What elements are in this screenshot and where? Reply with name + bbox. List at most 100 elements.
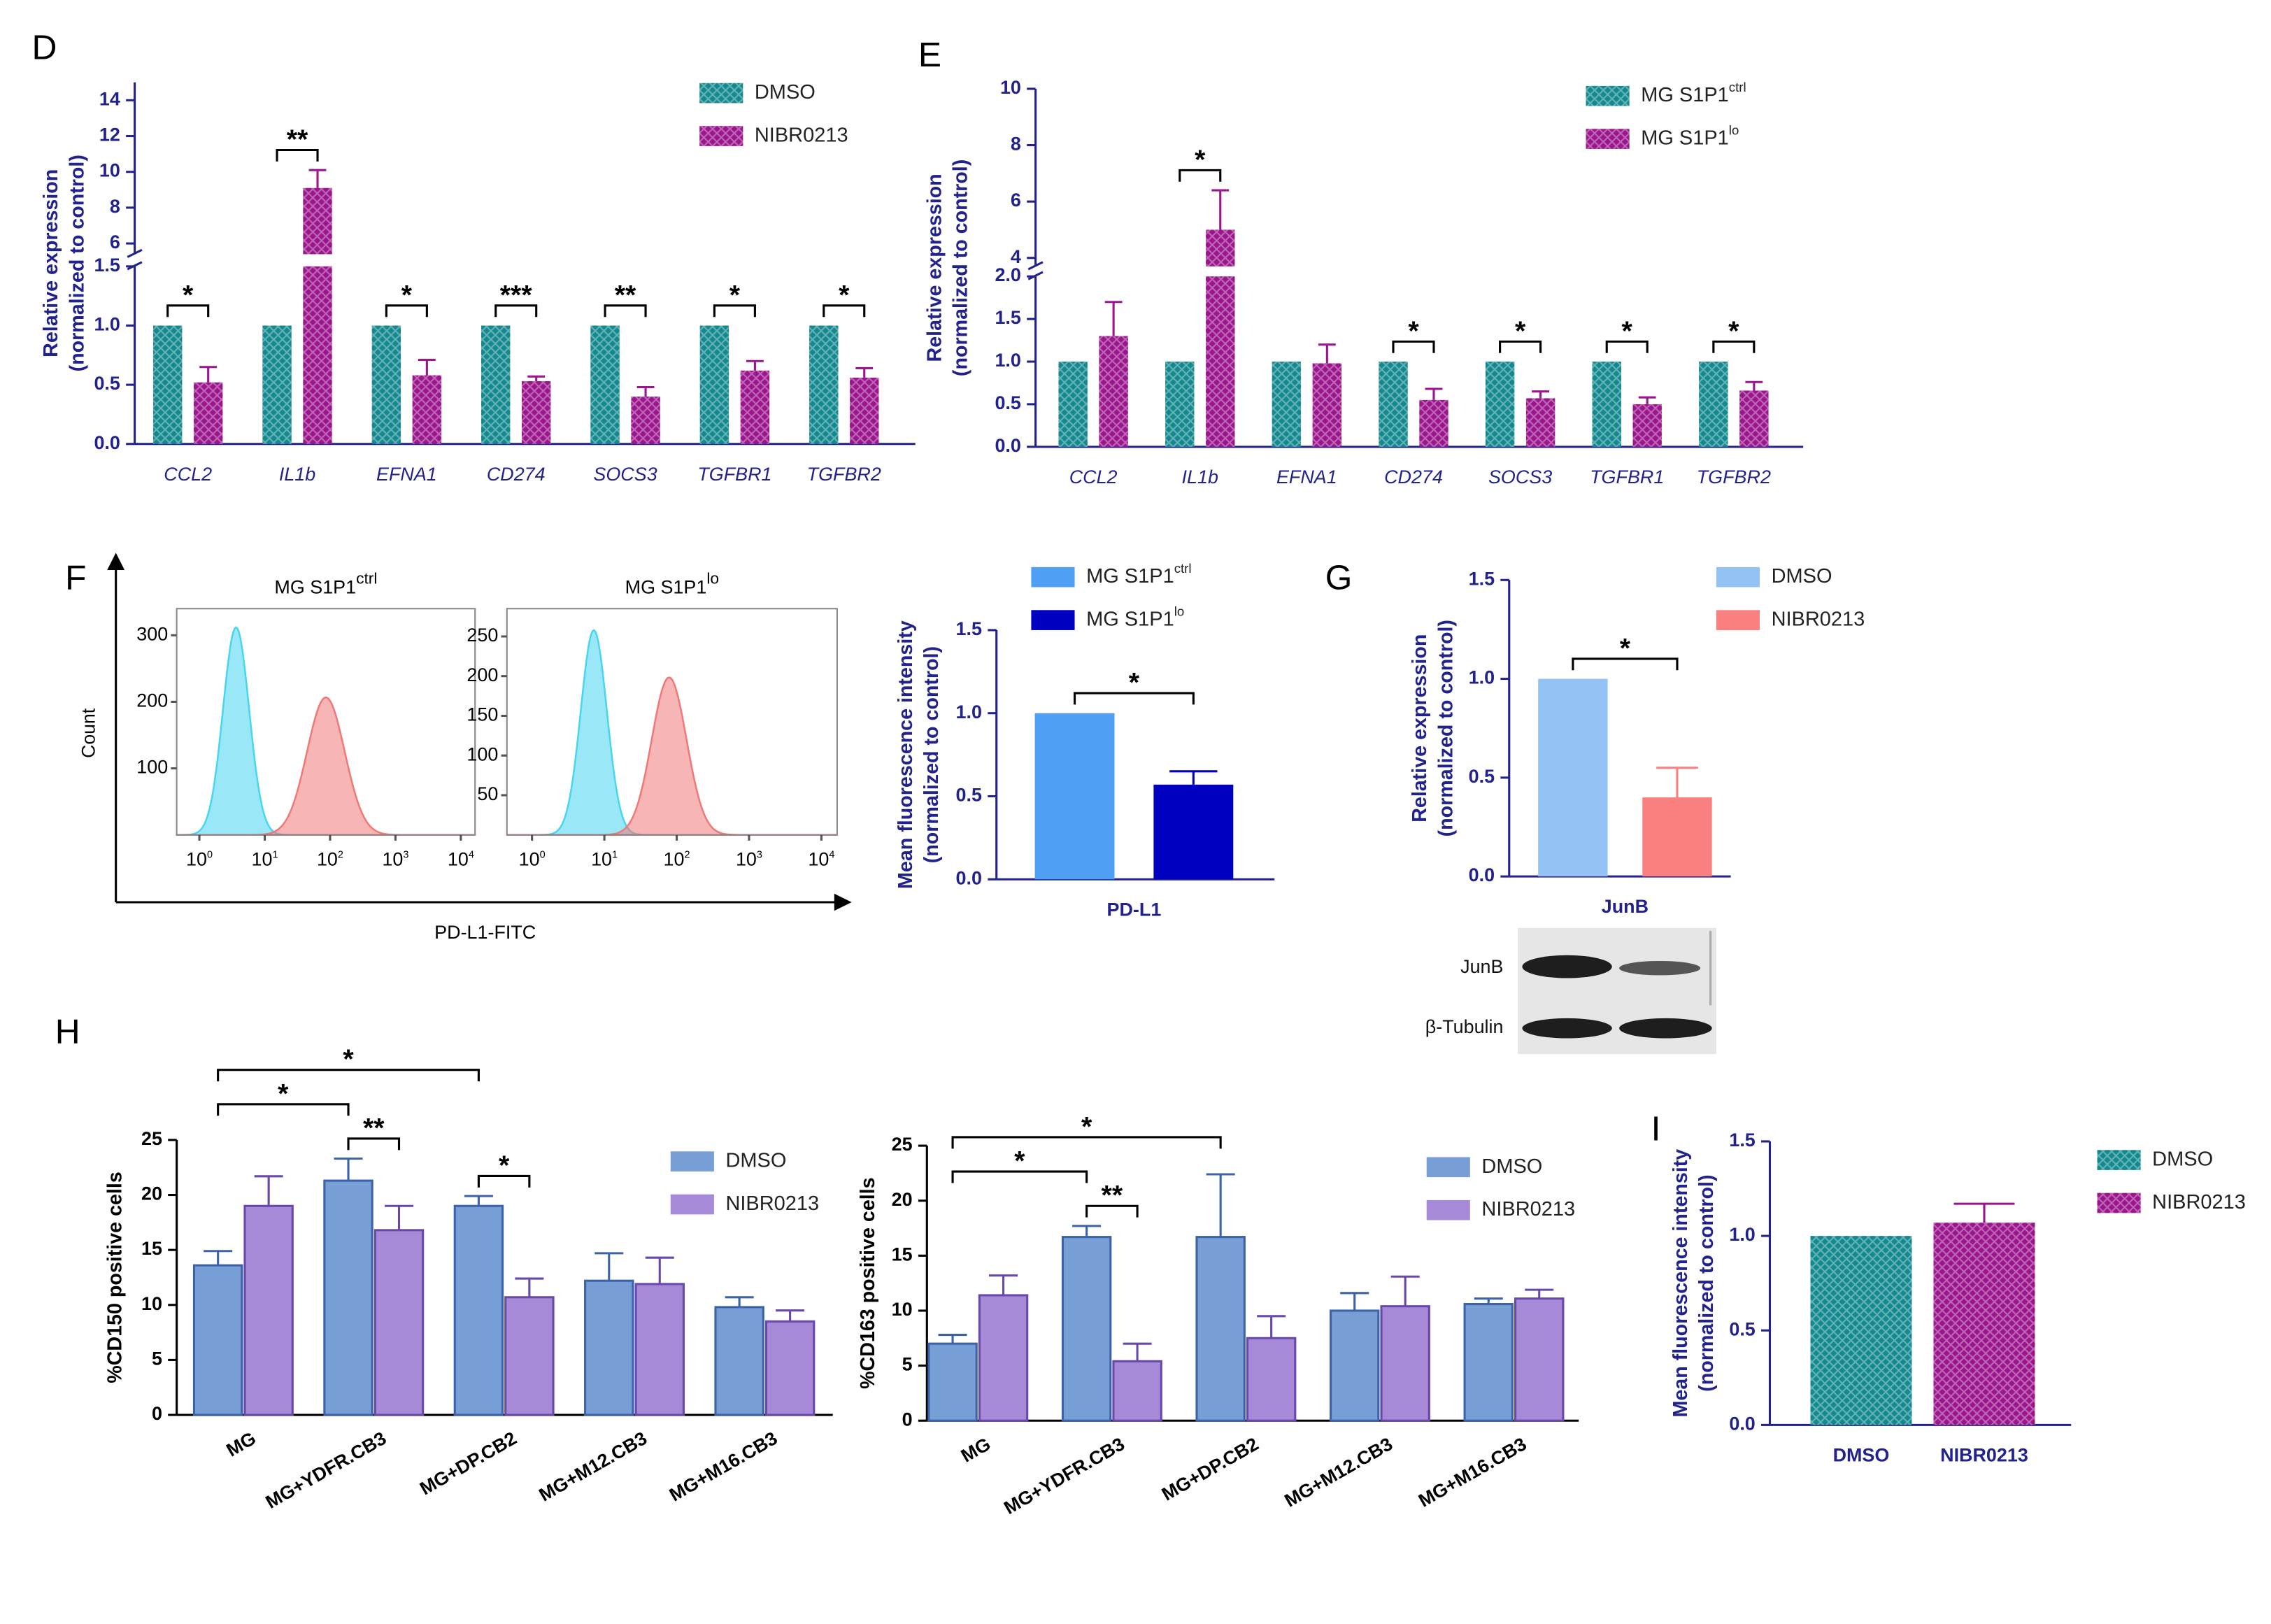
y-tick-label: 5 — [902, 1354, 913, 1375]
x-tick-label: 100 — [186, 849, 213, 870]
y-tick-label: 1.5 — [995, 307, 1021, 328]
bar — [714, 1306, 764, 1416]
significance-label: * — [1515, 317, 1526, 347]
panel-label: F — [65, 559, 86, 597]
y-tick-label: 0.0 — [995, 435, 1020, 456]
y-axis-label: (normalized to control) — [1434, 620, 1457, 836]
legend-hatch — [699, 83, 743, 104]
bar — [192, 1264, 243, 1416]
y-axis-label: Mean fluorescence intensity — [1670, 1149, 1692, 1418]
bar — [1034, 713, 1115, 880]
y-tick-label: 8 — [1011, 134, 1021, 155]
x-axis-label: PD-L1-FITC — [434, 922, 536, 943]
significance-label: *** — [500, 280, 533, 311]
x-tick-label: 100 — [519, 849, 546, 870]
x-tick-base: 10 — [448, 849, 469, 870]
significance-label: * — [278, 1079, 289, 1109]
bar-hatch — [1525, 398, 1555, 447]
legend-label: DMSO — [1772, 565, 1832, 587]
legend-hatch — [1586, 85, 1630, 106]
panel-label: E — [918, 36, 941, 74]
bar-hatch — [481, 325, 511, 444]
legend-swatch — [1031, 610, 1075, 630]
bar — [1112, 1360, 1162, 1422]
y-tick-label: 14 — [99, 89, 120, 110]
legend-name: DMSO — [755, 81, 816, 104]
bar-hatch — [1592, 362, 1621, 447]
y-tick-label: 6 — [110, 232, 120, 252]
significance-bracket — [1073, 692, 1195, 705]
bar-hatch — [1632, 404, 1662, 447]
x-tick-label: JunB — [1602, 896, 1649, 917]
significance-bracket — [951, 1170, 1088, 1183]
y-axis-label: Count — [78, 708, 99, 758]
blot-label: JunB — [1460, 956, 1503, 977]
y-tick-label: 0.0 — [94, 432, 120, 453]
significance-bracket — [1392, 340, 1435, 353]
y-axis-label: (normalized to control) — [920, 646, 943, 863]
significance-bracket — [604, 304, 647, 318]
bar-hatch — [1206, 276, 1235, 447]
significance-label: * — [499, 1151, 510, 1181]
legend-label: NIBR0213 — [1772, 608, 1865, 630]
legend-hatch — [2097, 1192, 2141, 1213]
legend-hatch — [699, 126, 743, 146]
x-tick-label: MG+M12.CB3 — [535, 1427, 650, 1505]
legend-swatch — [1716, 567, 1760, 587]
y-tick-label: 1.5 — [1469, 568, 1495, 589]
significance-bracket — [1179, 169, 1222, 182]
arrow-head — [107, 553, 125, 570]
y-axis-label: Relative expression — [1409, 634, 1431, 822]
significance-bracket — [217, 1103, 350, 1116]
legend-name: MG S1P1 — [1641, 127, 1729, 149]
x-tick-label: CD274 — [487, 464, 546, 485]
legend-name: DMSO — [1481, 1155, 1542, 1178]
bar-hatch — [1099, 336, 1128, 447]
x-tick-label: PD-L1 — [1107, 899, 1162, 920]
x-tick-label: MG+DP.CB2 — [1158, 1433, 1262, 1504]
y-tick-label: 10 — [892, 1299, 913, 1320]
x-tick-exponent: 4 — [469, 850, 474, 861]
legend-swatch — [1716, 610, 1760, 630]
bar-hatch — [1933, 1223, 2035, 1425]
y-tick-label: 0 — [152, 1403, 162, 1424]
x-tick-label: 104 — [808, 849, 834, 870]
x-tick-label: MG+M12.CB3 — [1281, 1433, 1396, 1511]
y-tick-label: 0.5 — [94, 373, 120, 394]
y-tick-label: 100 — [467, 743, 498, 764]
significance-label: ** — [287, 125, 308, 155]
bar — [764, 1320, 816, 1416]
x-tick-exponent: 1 — [612, 850, 618, 861]
axis-break — [127, 248, 143, 258]
legend-label: NIBR0213 — [755, 124, 848, 146]
significance-label: * — [1014, 1146, 1025, 1176]
x-tick-label: TGFBR2 — [1697, 466, 1771, 487]
legend-hatch — [1586, 129, 1630, 149]
blot-band — [1522, 1018, 1612, 1039]
legend-sup: lo — [1729, 123, 1739, 138]
y-tick-label: 0.0 — [956, 867, 982, 888]
bar — [373, 1229, 425, 1416]
significance-label: * — [1622, 317, 1633, 347]
title-main: MG S1P1 — [274, 577, 356, 598]
x-tick-label: CCL2 — [1069, 466, 1118, 487]
y-tick-label: 0.0 — [1469, 864, 1495, 885]
bar-hatch — [303, 187, 332, 255]
bar — [1195, 1236, 1246, 1422]
significance-label: * — [1408, 317, 1419, 347]
y-tick-label: 5 — [152, 1348, 162, 1369]
x-tick-exponent: 2 — [338, 850, 343, 861]
legend-name: MG S1P1 — [1086, 608, 1174, 630]
bar — [1538, 678, 1608, 877]
y-tick-label: 4 — [1011, 246, 1021, 267]
y-tick-label: 10 — [99, 160, 120, 181]
x-tick-label: TGFBR1 — [1590, 466, 1664, 487]
legend-name: MG S1P1 — [1086, 565, 1174, 587]
legend-name: NIBR0213 — [1481, 1198, 1575, 1220]
significance-label: * — [183, 280, 194, 311]
bar-hatch — [303, 266, 332, 444]
panel-label: G — [1325, 559, 1353, 597]
y-tick-label: 1.0 — [995, 350, 1020, 371]
bar-hatch — [412, 375, 442, 444]
flow-axes — [107, 553, 852, 911]
